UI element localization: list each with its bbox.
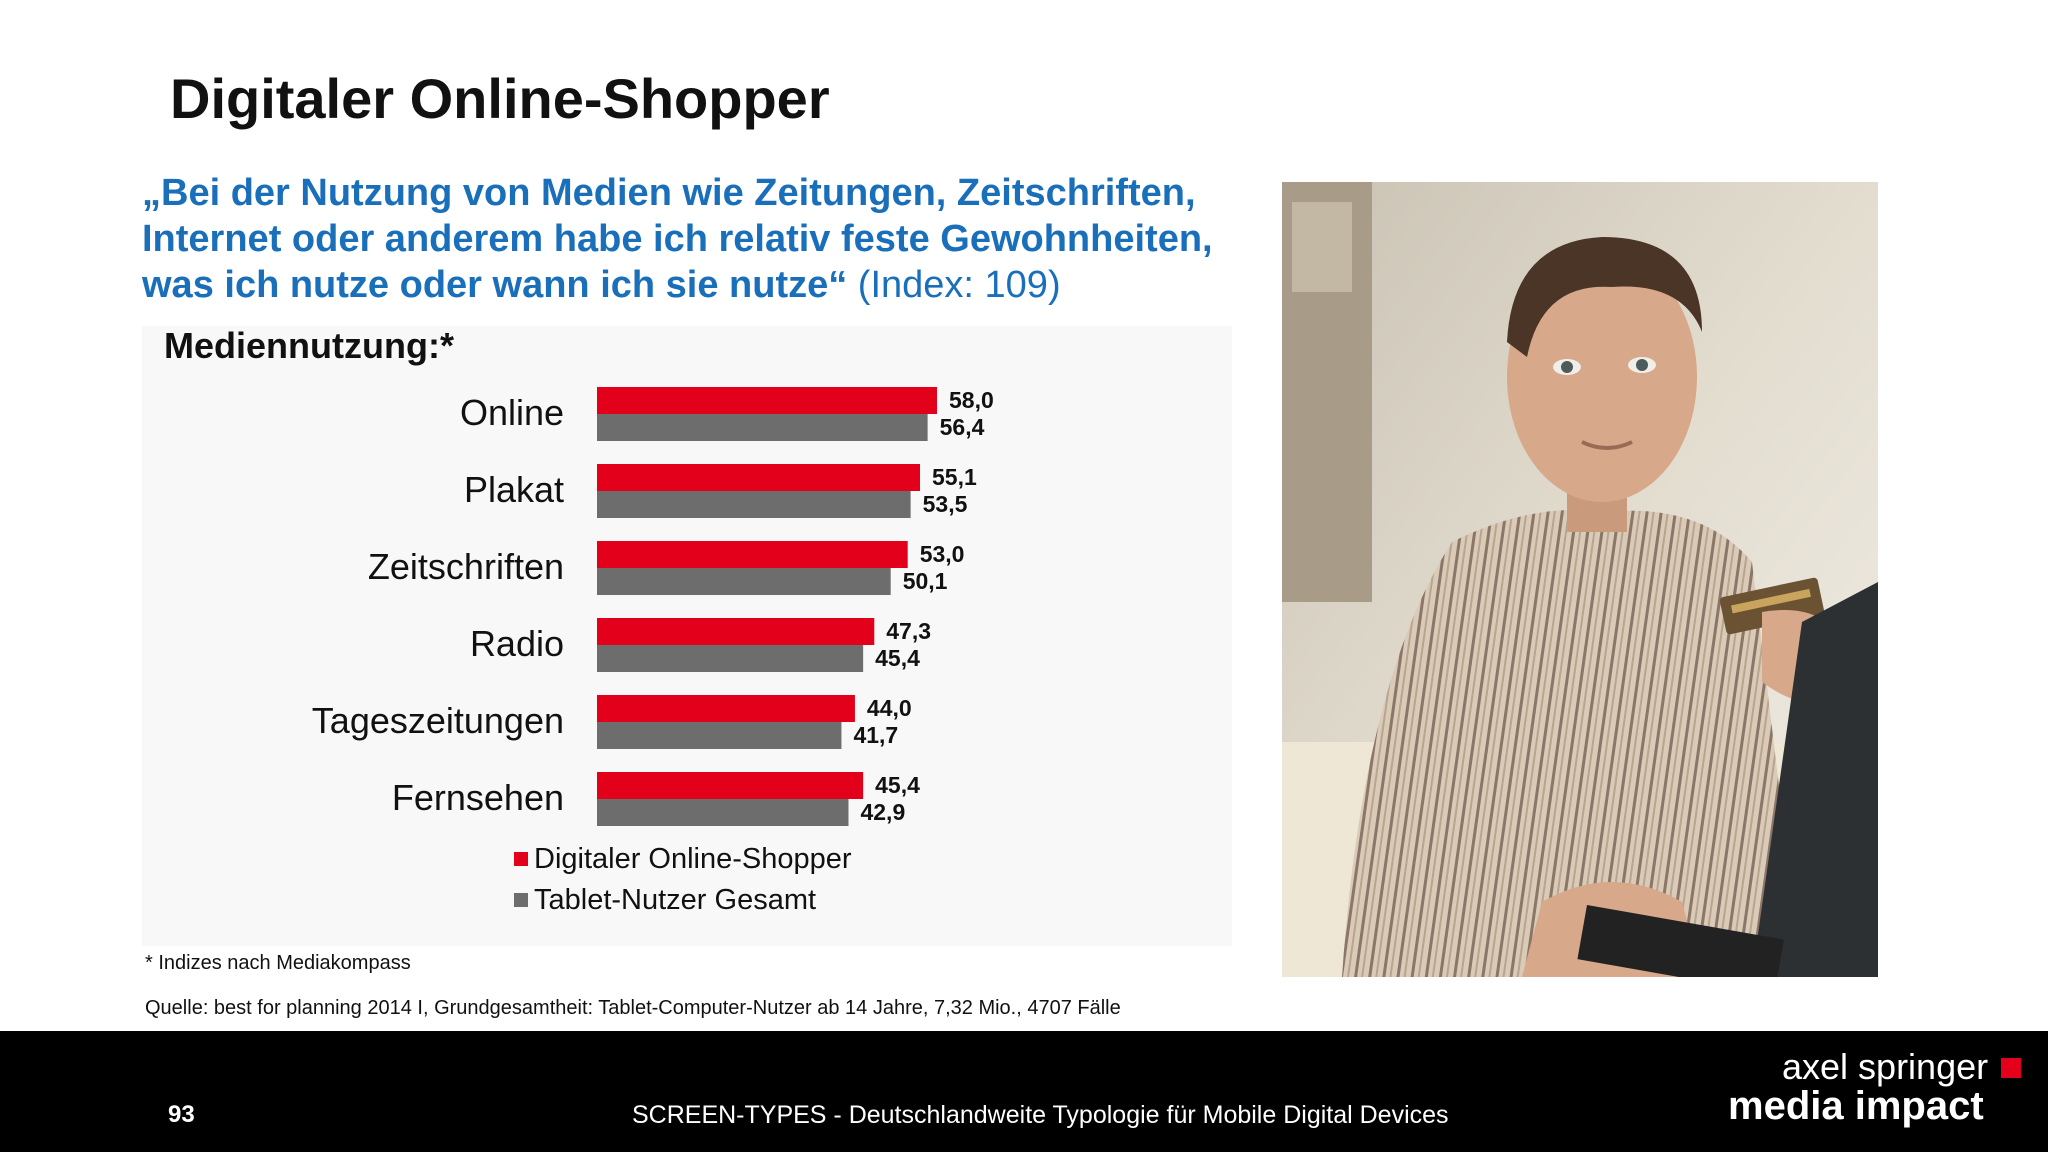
data-label: 44,0 [867,695,912,721]
bar-tablet-nutzer [597,645,864,672]
brand-line1: axel springer [1782,1046,1989,1087]
legend-label: Digitaler Online-Shopper [534,843,852,875]
bar-online-shopper [597,464,920,491]
data-label: 42,9 [860,799,905,825]
legend-swatch [514,852,528,866]
legend-label: Tablet-Nutzer Gesamt [534,884,816,916]
category-label: Plakat [464,469,564,510]
bar-chart: Mediennutzung:* Online 58,0 56,4 Plakat 55,1 5… [142,326,1232,946]
data-label: 56,4 [940,414,985,440]
quote-text: „Bei der Nutzung von Medien wie Zeitunge… [142,172,1213,306]
category-label: Radio [470,623,564,664]
quote-index: (Index: 109) [847,264,1061,306]
chart-title: Mediennutzung:* [164,326,454,366]
category-label: Online [460,392,564,433]
page-number: 93 [168,1101,195,1128]
page-title: Digitaler Online-Shopper [170,67,830,130]
data-label: 58,0 [949,387,994,413]
data-label: 47,3 [886,618,931,644]
bar-online-shopper [597,695,855,722]
bar-online-shopper [597,541,908,568]
brand-line2: media impact [1728,1084,1984,1128]
data-label: 50,1 [903,568,948,594]
legend-swatch [514,893,528,907]
data-label: 45,4 [875,645,920,671]
bar-online-shopper [597,618,875,645]
source-note: Quelle: best for planning 2014 I, Grundg… [145,997,1121,1019]
data-label: 41,7 [853,722,898,748]
bar-online-shopper [597,387,937,414]
brand-square-icon [2001,1058,2021,1078]
bar-tablet-nutzer [597,414,928,441]
category-label: Tageszeitungen [312,700,564,741]
bar-tablet-nutzer [597,568,891,595]
footer-bar [0,1031,2048,1152]
man-with-credit-card-photo [1282,182,1878,994]
bar-tablet-nutzer [597,722,842,749]
data-label: 53,5 [923,491,968,517]
category-label: Fernsehen [392,777,564,818]
data-label: 53,0 [920,541,965,567]
bar-online-shopper [597,772,864,799]
footer-title: SCREEN-TYPES - Deutschlandweite Typologi… [632,1101,1449,1129]
category-label: Zeitschriften [368,546,564,587]
data-label: 45,4 [875,772,920,798]
bar-tablet-nutzer [597,491,911,518]
quote: „Bei der Nutzung von Medien wie Zeitunge… [142,170,1222,308]
bar-tablet-nutzer [597,799,849,826]
data-label: 55,1 [932,464,977,490]
footnote: * Indizes nach Mediakompass [145,952,411,974]
